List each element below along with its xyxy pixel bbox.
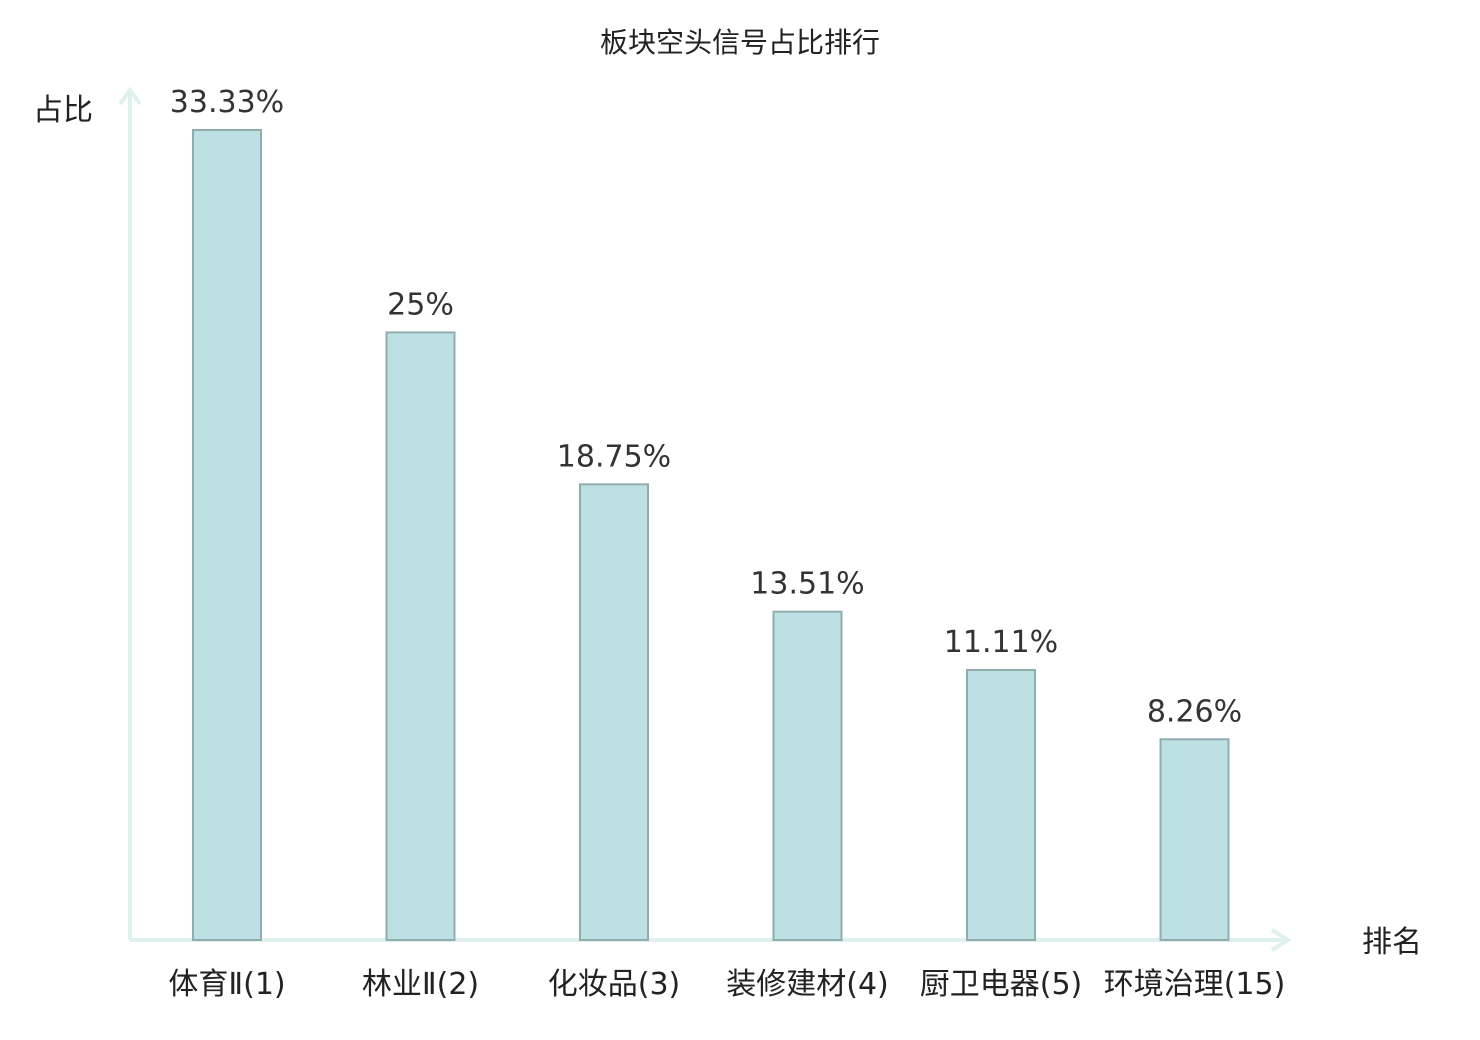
x-axis-arrow-icon [1270,928,1292,952]
bar-2 [385,331,456,941]
value-label-4: 13.51% [750,567,864,602]
bar-6 [1159,738,1230,941]
value-label-6: 8.26% [1147,694,1242,729]
x-axis [130,928,1292,952]
category-label-2: 林业Ⅱ(2) [362,967,479,1002]
category-labels: 体育Ⅱ(1) 林业Ⅱ(2) 化妆品(3) 装修建材(4) 厨卫电器(5) 环境治理(15) [168,967,1285,1002]
chart-title: 板块空头信号占比排行 [600,26,880,59]
bar-5 [966,669,1036,941]
category-label-6: 环境治理(15) [1104,967,1286,1002]
category-label-3: 化妆品(3) [548,967,681,1002]
category-label-4: 装修建材(4) [726,967,889,1002]
bar-4 [772,610,843,942]
value-label-1: 33.33% [170,85,284,120]
y-axis-arrow-icon [118,86,142,106]
bar-3 [579,483,649,941]
bar-series [192,129,1230,942]
y-axis [118,86,142,940]
category-label-5: 厨卫电器(5) [920,967,1083,1002]
value-label-2: 25% [387,287,454,322]
y-axis-label: 占比 [33,93,93,128]
value-labels: 33.33% 25% 18.75% 13.51% 11.11% 8.26% [170,85,1242,729]
x-axis-label: 排名 [1362,925,1422,960]
value-label-3: 18.75% [557,439,671,474]
value-label-5: 11.11% [944,625,1058,660]
category-label-1: 体育Ⅱ(1) [168,967,285,1002]
bar-1 [192,129,262,941]
